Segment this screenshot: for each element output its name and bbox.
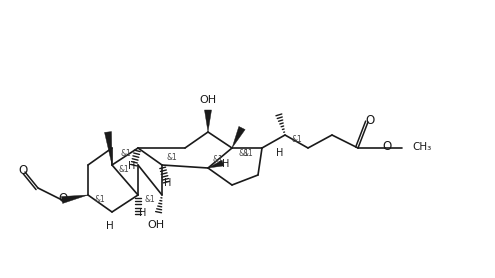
Text: &1: &1 xyxy=(213,155,223,165)
Polygon shape xyxy=(208,160,224,168)
Text: H: H xyxy=(139,208,147,218)
Polygon shape xyxy=(204,110,211,132)
Text: H: H xyxy=(106,221,114,231)
Text: &1: &1 xyxy=(243,148,253,158)
Text: H: H xyxy=(128,161,136,171)
Text: &1: &1 xyxy=(167,153,177,162)
Text: &1: &1 xyxy=(239,148,249,158)
Text: H: H xyxy=(276,148,284,158)
Polygon shape xyxy=(104,131,112,165)
Text: OH: OH xyxy=(148,220,164,230)
Text: CH₃: CH₃ xyxy=(412,142,431,152)
Text: &1: &1 xyxy=(95,195,105,205)
Text: &1: &1 xyxy=(119,165,129,175)
Text: H: H xyxy=(222,159,230,169)
Text: O: O xyxy=(382,140,392,153)
Polygon shape xyxy=(232,126,245,148)
Text: O: O xyxy=(18,165,28,177)
Text: OH: OH xyxy=(199,95,217,105)
Text: &1: &1 xyxy=(292,135,302,145)
Text: H: H xyxy=(164,178,172,188)
Text: &1: &1 xyxy=(145,195,155,205)
Text: O: O xyxy=(58,192,68,205)
Polygon shape xyxy=(61,195,88,203)
Text: &1: &1 xyxy=(121,148,131,158)
Text: O: O xyxy=(365,115,375,128)
